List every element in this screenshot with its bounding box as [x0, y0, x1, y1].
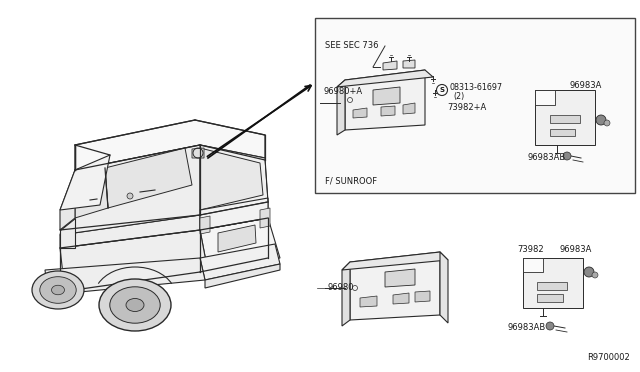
Polygon shape — [60, 170, 75, 230]
Polygon shape — [537, 282, 567, 290]
Polygon shape — [60, 215, 200, 248]
Polygon shape — [200, 244, 280, 280]
Circle shape — [584, 267, 594, 277]
Polygon shape — [523, 258, 583, 308]
Polygon shape — [75, 120, 265, 170]
Text: S: S — [440, 87, 445, 93]
Ellipse shape — [40, 277, 76, 303]
Circle shape — [592, 272, 598, 278]
Ellipse shape — [99, 279, 171, 331]
Polygon shape — [337, 80, 345, 135]
Text: SEE SEC 736: SEE SEC 736 — [325, 42, 378, 51]
Text: R9700002: R9700002 — [588, 353, 630, 362]
Text: 96983AB: 96983AB — [507, 324, 545, 333]
Text: 08313-61697: 08313-61697 — [449, 83, 502, 92]
Circle shape — [127, 193, 133, 199]
Polygon shape — [403, 103, 415, 114]
Polygon shape — [218, 225, 256, 252]
Text: 96983AB: 96983AB — [527, 153, 565, 161]
Text: 96980+A: 96980+A — [323, 87, 362, 96]
Polygon shape — [393, 293, 409, 304]
Text: 73982: 73982 — [517, 246, 543, 254]
Text: 73982+A: 73982+A — [447, 103, 486, 112]
Polygon shape — [200, 148, 263, 210]
Polygon shape — [105, 148, 192, 208]
Polygon shape — [342, 262, 350, 326]
Polygon shape — [535, 90, 595, 145]
Polygon shape — [415, 291, 430, 302]
Polygon shape — [353, 108, 367, 118]
Polygon shape — [60, 155, 110, 210]
Ellipse shape — [32, 271, 84, 309]
Text: 96983A: 96983A — [570, 80, 602, 90]
Polygon shape — [440, 252, 448, 323]
Polygon shape — [200, 218, 280, 272]
Circle shape — [563, 152, 571, 160]
Polygon shape — [200, 202, 268, 230]
Polygon shape — [383, 61, 397, 70]
Text: 96983A: 96983A — [560, 246, 593, 254]
Ellipse shape — [110, 287, 160, 323]
Ellipse shape — [126, 298, 144, 311]
Polygon shape — [342, 252, 448, 270]
Polygon shape — [45, 258, 205, 295]
Polygon shape — [550, 129, 575, 136]
Polygon shape — [345, 70, 425, 130]
Circle shape — [604, 120, 610, 126]
Text: 96980: 96980 — [327, 283, 353, 292]
Polygon shape — [373, 87, 400, 105]
Circle shape — [546, 322, 554, 330]
Polygon shape — [75, 168, 108, 218]
Polygon shape — [360, 296, 377, 307]
Polygon shape — [337, 70, 433, 87]
Bar — [315, 18, 635, 193]
Polygon shape — [60, 145, 200, 235]
Polygon shape — [205, 264, 280, 288]
Polygon shape — [523, 258, 543, 272]
Polygon shape — [381, 106, 395, 116]
Polygon shape — [535, 90, 555, 105]
Ellipse shape — [51, 285, 65, 295]
Polygon shape — [350, 252, 440, 320]
Polygon shape — [60, 218, 75, 248]
Text: F/ SUNROOF: F/ SUNROOF — [325, 176, 377, 186]
Polygon shape — [192, 148, 204, 158]
Polygon shape — [385, 269, 415, 287]
Polygon shape — [60, 230, 208, 292]
Circle shape — [596, 115, 606, 125]
Polygon shape — [550, 115, 580, 123]
Polygon shape — [200, 216, 210, 234]
Polygon shape — [200, 198, 268, 230]
Polygon shape — [200, 145, 268, 215]
Polygon shape — [260, 208, 270, 228]
Polygon shape — [403, 60, 415, 68]
Text: (2): (2) — [453, 93, 464, 102]
Polygon shape — [537, 294, 563, 302]
